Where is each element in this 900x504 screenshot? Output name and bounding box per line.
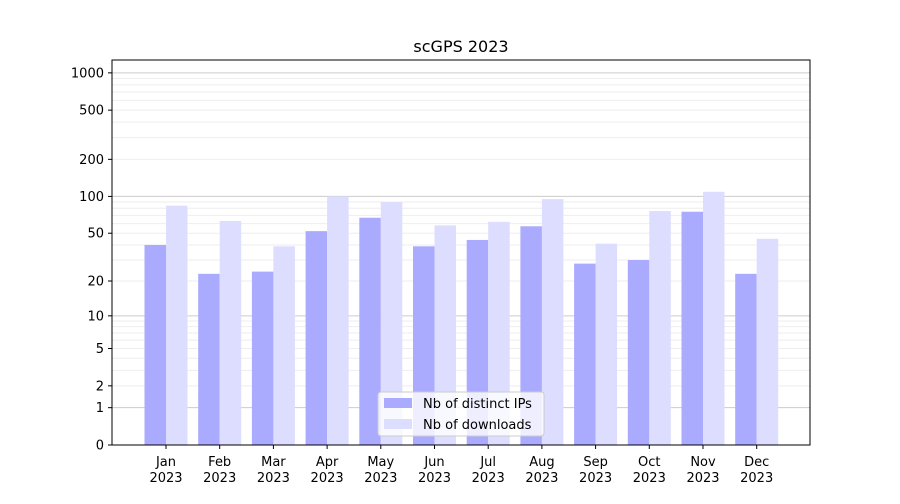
y-tick-label: 1 [96,401,104,416]
y-tick-label: 0 [96,439,104,454]
bar-downloads [327,196,349,445]
x-tick-label: Nov [690,455,716,470]
bar-downloads [541,199,564,445]
x-tick-label: Dec [744,455,769,470]
x-tick-label: 2023 [472,471,505,486]
y-tick-label: 100 [79,190,104,205]
x-tick-label: 2023 [633,471,666,486]
bar-distinct-ips [574,263,596,445]
x-tick-label: Oct [638,455,660,470]
y-tick-label: 500 [79,104,104,119]
axes-frame [111,59,811,446]
x-tick-label: 2023 [525,471,558,486]
legend-label-downloads: Nb of downloads [423,418,532,433]
y-tick-label: 200 [79,153,104,168]
bar-distinct-ips [305,231,328,445]
x-tick-label: 2023 [418,471,451,486]
chart-title: scGPS 2023 [413,37,508,56]
bar-downloads [649,211,671,445]
x-tick-label: Feb [208,455,231,470]
bar-distinct-ips [735,273,757,445]
bar-downloads [756,238,779,445]
y-tick-label: 50 [87,227,104,242]
bar-distinct-ips [681,211,703,445]
bar-distinct-ips [251,271,274,445]
x-tick-label: 2023 [579,471,612,486]
x-tick-label: 2023 [311,471,344,486]
legend-swatch-ips [384,398,412,408]
bars [144,191,779,445]
bar-distinct-ips [144,244,166,445]
x-tick-label: Apr [316,455,339,470]
x-tick-label: Mar [261,455,286,470]
legend-swatch-downloads [384,419,412,429]
x-tick-label: 2023 [257,471,290,486]
x-tick-label: 2023 [149,471,182,486]
x-tick-label: 2023 [203,471,236,486]
x-tick-label: Sep [583,455,608,470]
x-tick-label: 2023 [364,471,397,486]
x-tick-label: 2023 [686,471,719,486]
bar-distinct-ips [198,273,220,445]
bar-distinct-ips [627,260,650,445]
x-tick-label: Aug [529,455,554,470]
x-tick-label: May [367,455,394,470]
y-tick-label: 2 [96,379,104,394]
bar-downloads [166,205,188,445]
legend: Nb of distinct IPs Nb of downloads [377,391,545,437]
bar-downloads [380,202,403,445]
bar-downloads [434,225,456,445]
bar-downloads [488,221,510,445]
y-tick-label: 20 [87,275,104,290]
bar-downloads [273,246,295,445]
x-tick-label: 2023 [740,471,773,486]
y-tick-label: 1000 [71,66,104,81]
y-tick-label: 5 [96,342,104,357]
y-axis: 0 1 2 5 10 20 50 100 200 500 1000 [71,66,112,454]
y-tick-label: 10 [87,309,104,324]
x-tick-label: Jul [479,455,496,470]
bar-downloads [595,243,618,445]
x-tick-label: Jan [155,455,176,470]
bar-distinct-ips [359,217,381,445]
bar-distinct-ips [520,226,542,445]
legend-label-ips: Nb of distinct IPs [423,397,532,412]
bar-downloads [703,191,725,445]
x-tick-label: Jun [423,455,444,470]
bar-downloads [219,220,242,445]
legend-box [377,391,545,437]
x-axis: Jan2023Feb2023Mar2023Apr2023May2023Jun20… [149,445,773,486]
